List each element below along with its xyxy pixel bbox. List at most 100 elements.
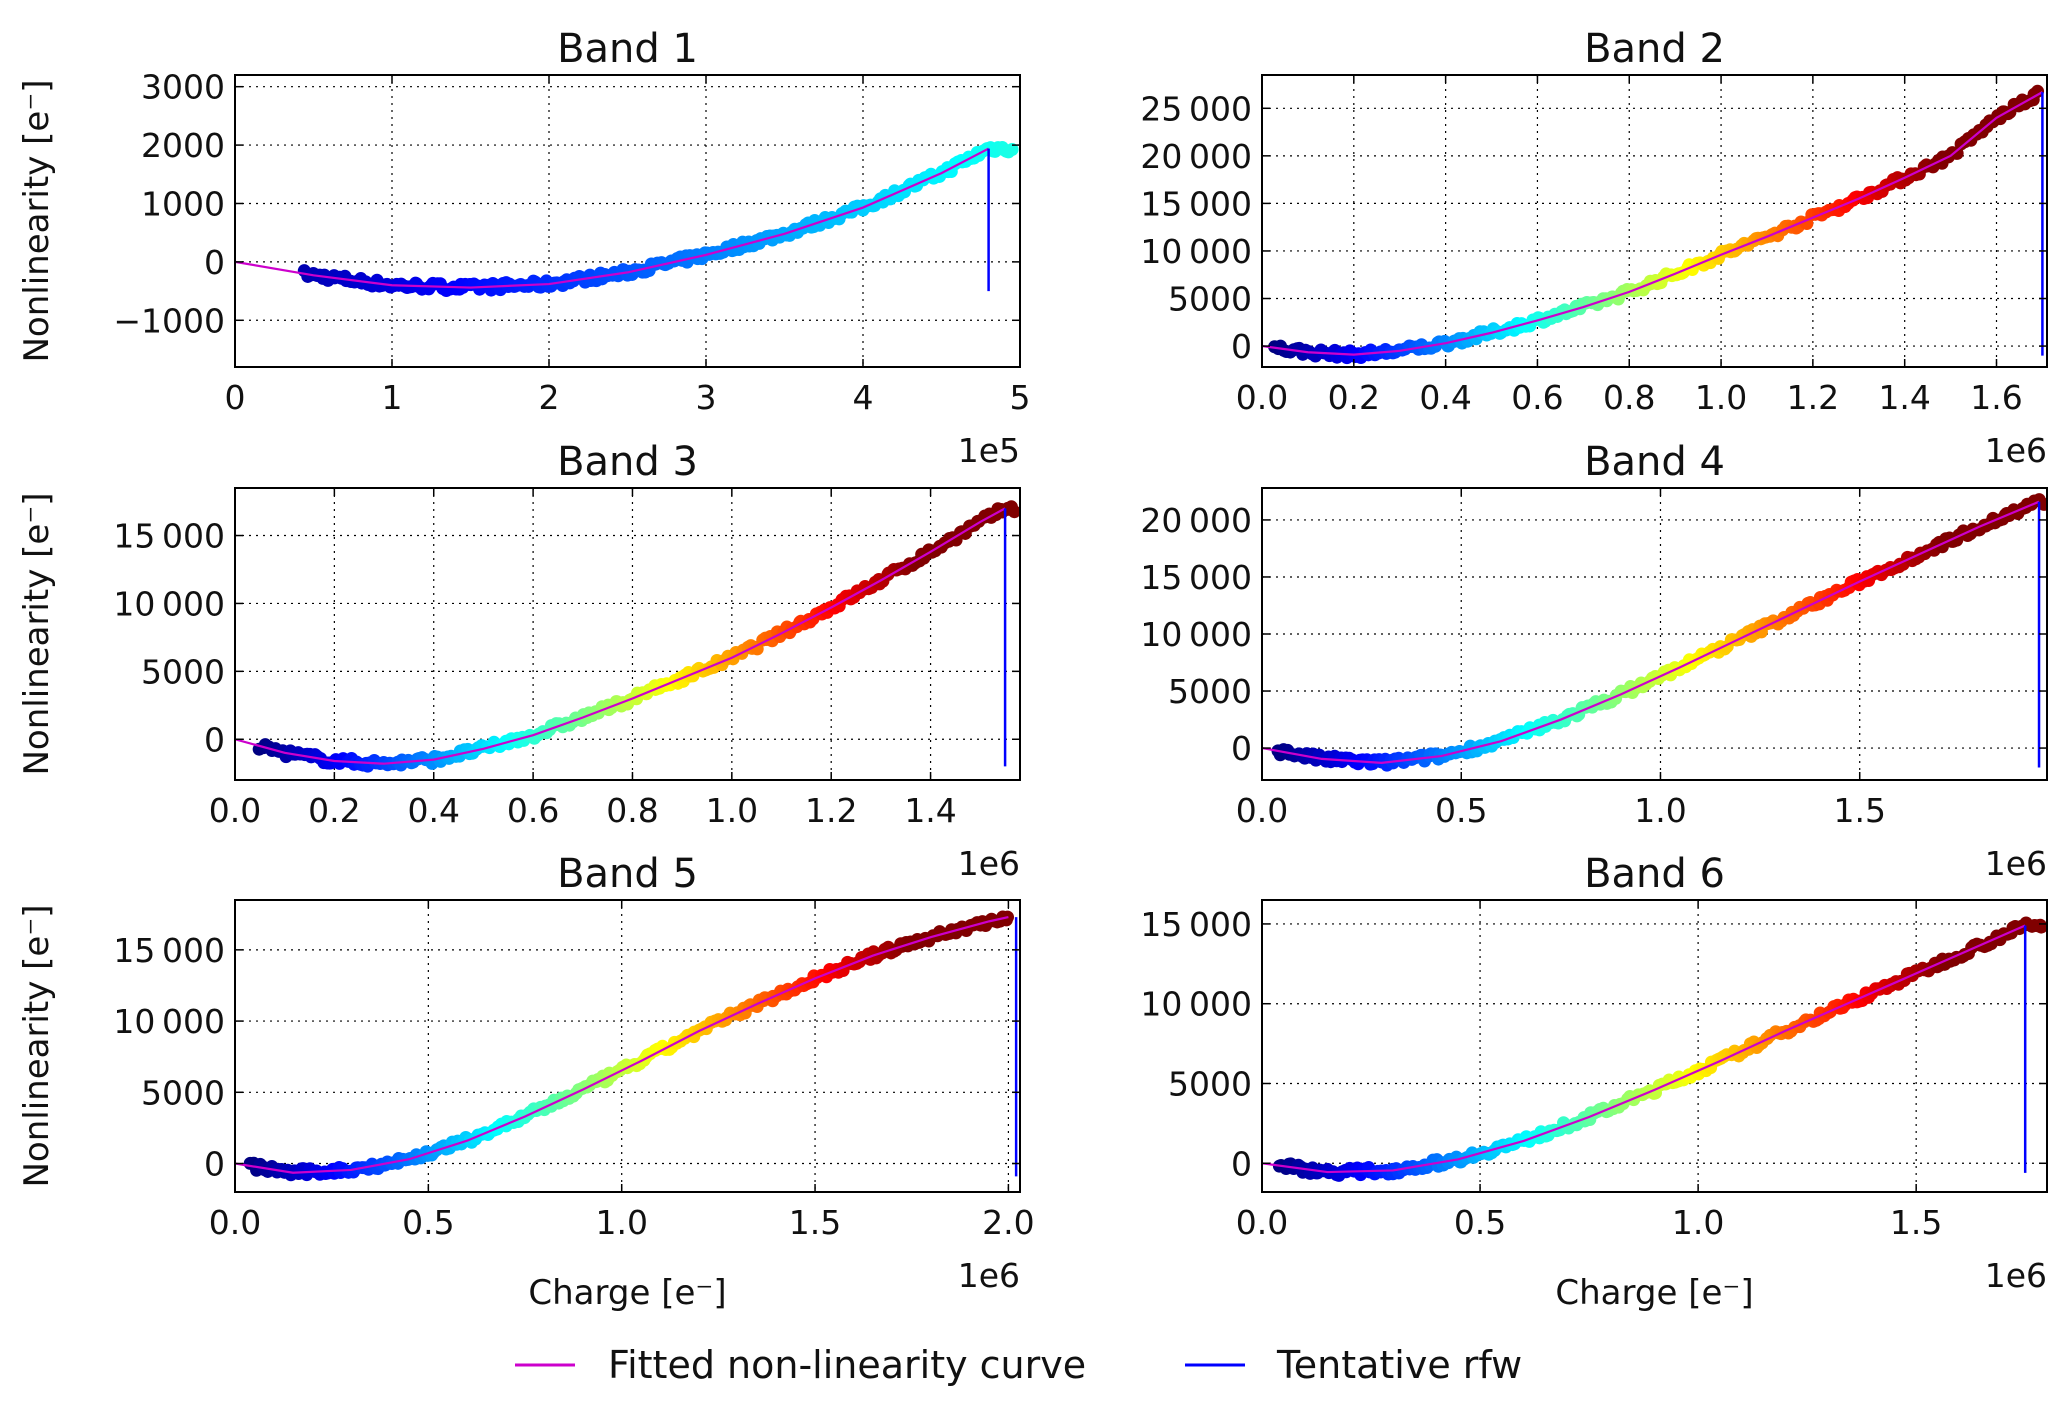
x-tick-label: 1.0 bbox=[1634, 791, 1686, 830]
y-tick-label: 10 000 bbox=[113, 584, 225, 623]
x-tick-label: 0.8 bbox=[606, 791, 658, 830]
legend-label-rfw: Tentative rfw bbox=[1276, 1343, 1522, 1387]
y-tick-label: 15 000 bbox=[113, 517, 225, 556]
scatter-series bbox=[297, 141, 1019, 297]
x-tick-label: 0.6 bbox=[1511, 378, 1563, 417]
y-tick-label: 1000 bbox=[141, 184, 225, 223]
scatter-series bbox=[243, 910, 1015, 1182]
x-tick-label: 0.5 bbox=[1435, 791, 1487, 830]
scatter-point bbox=[2031, 84, 2045, 98]
x-tick-label: 2.0 bbox=[982, 1203, 1034, 1242]
x-tick-label: 0.4 bbox=[1419, 378, 1471, 417]
y-tick-label: 0 bbox=[1231, 327, 1252, 366]
y-tick-label: 20 000 bbox=[1140, 501, 1252, 540]
y-axis-label: Nonlinearity [e⁻] bbox=[17, 904, 57, 1187]
y-axis-label: Nonlinearity [e⁻] bbox=[17, 79, 57, 362]
x-tick-label: 0.0 bbox=[1236, 1203, 1288, 1242]
panel-3: 0.0 0.2 0.4 0.6 0.8 1.0 1.2 1.4 0 5000 10 000 15 00… bbox=[17, 439, 1021, 883]
x-tick-label: 0.0 bbox=[209, 1203, 261, 1242]
y-tick-label: 5000 bbox=[1168, 1064, 1252, 1103]
y-tick-label: 15 000 bbox=[1140, 558, 1252, 597]
panel-2: 0.0 0.2 0.4 0.6 0.8 1.0 1.2 1.4 1.6 0 5000 10 000 15… bbox=[1140, 26, 2048, 470]
panel-title: Band 2 bbox=[1584, 26, 1725, 72]
panel-title: Band 6 bbox=[1584, 851, 1725, 897]
x-tick-label: 1.0 bbox=[1695, 378, 1747, 417]
x-exponent-label: 1e6 bbox=[958, 844, 1020, 883]
y-tick-label: 20 000 bbox=[1140, 137, 1252, 176]
x-axis-label: Charge [e⁻] bbox=[528, 1273, 726, 1313]
x-tick-label: 0.0 bbox=[209, 791, 261, 830]
x-tick-label: 1.2 bbox=[1787, 378, 1839, 417]
fitted-curve bbox=[235, 507, 1006, 765]
y-tick-label: 10 000 bbox=[113, 1002, 225, 1041]
x-tick-label: 0.4 bbox=[407, 791, 459, 830]
y-tick-label: 15 000 bbox=[113, 931, 225, 970]
panel-title: Band 3 bbox=[557, 439, 698, 485]
y-tick-label: 5000 bbox=[1168, 672, 1252, 711]
y-tick-label: 0 bbox=[204, 720, 225, 759]
legend-label-fitted-curve: Fitted non-linearity curve bbox=[608, 1343, 1086, 1387]
y-tick-label: 10 000 bbox=[1140, 985, 1252, 1024]
x-tick-label: 0.2 bbox=[308, 791, 360, 830]
y-tick-label: 0 bbox=[204, 1145, 225, 1184]
y-tick-label: 3000 bbox=[141, 68, 225, 107]
scatter-point bbox=[2034, 920, 2047, 934]
x-tick-label: 0.8 bbox=[1603, 378, 1655, 417]
panel-title: Band 4 bbox=[1584, 439, 1725, 485]
panel-4: 0.0 0.5 1.0 1.5 0 5000 10 000 15 000 20 000 Band … bbox=[1140, 439, 2048, 883]
x-exponent-label: 1e6 bbox=[1985, 431, 2047, 470]
fitted-curve bbox=[1262, 91, 2043, 356]
x-tick-label: 2 bbox=[539, 378, 560, 417]
y-tick-label: 0 bbox=[204, 243, 225, 282]
fitted-curve bbox=[235, 147, 990, 289]
x-tick-label: 1 bbox=[382, 378, 403, 417]
scatter-series bbox=[252, 500, 1020, 773]
x-tick-label: 1.5 bbox=[1833, 791, 1885, 830]
x-tick-label: 1.4 bbox=[1878, 378, 1930, 417]
x-tick-label: 1.4 bbox=[904, 791, 956, 830]
fitted-curve bbox=[1262, 500, 2040, 764]
x-tick-label: 4 bbox=[853, 378, 874, 417]
axes-frame bbox=[234, 74, 1021, 368]
scatter-series bbox=[1268, 84, 2045, 365]
x-tick-label: 0.6 bbox=[507, 791, 559, 830]
y-tick-label: 25 000 bbox=[1140, 89, 1252, 128]
y-tick-label: 0 bbox=[1231, 729, 1252, 768]
x-tick-label: 0.0 bbox=[1236, 378, 1288, 417]
panel-title: Band 5 bbox=[557, 851, 698, 897]
x-tick-label: 1.0 bbox=[706, 791, 758, 830]
x-tick-label: 1.5 bbox=[789, 1203, 841, 1242]
y-tick-label: 5000 bbox=[141, 652, 225, 691]
x-exponent-label: 1e6 bbox=[1985, 844, 2047, 883]
x-exponent-label: 1e6 bbox=[1985, 1256, 2047, 1295]
axes-frame bbox=[1261, 74, 2048, 368]
x-tick-label: 0 bbox=[225, 378, 246, 417]
scatter-point bbox=[1005, 142, 1019, 156]
x-tick-label: 0.5 bbox=[402, 1203, 454, 1242]
scatter-series bbox=[1271, 493, 2047, 772]
axes-frame bbox=[1261, 899, 2048, 1193]
y-tick-label: 2000 bbox=[141, 126, 225, 165]
x-tick-label: 1.0 bbox=[1672, 1203, 1724, 1242]
y-tick-label: 0 bbox=[1231, 1144, 1252, 1183]
y-tick-label: 15 000 bbox=[1140, 184, 1252, 223]
scatter-series bbox=[1272, 916, 2047, 1182]
y-tick-label: 10 000 bbox=[1140, 615, 1252, 654]
x-axis-label: Charge [e⁻] bbox=[1555, 1273, 1753, 1313]
legend: Fitted non-linearity curve Tentative rfw bbox=[515, 1343, 1522, 1387]
fitted-curve bbox=[1262, 924, 2026, 1174]
y-tick-label: 5000 bbox=[1168, 280, 1252, 319]
x-exponent-label: 1e6 bbox=[958, 1256, 1020, 1295]
panel-6: 0.0 0.5 1.0 1.5 0 5000 10 000 15 000 Band 6 1e6 Ch… bbox=[1140, 851, 2048, 1313]
panel-title: Band 1 bbox=[557, 26, 698, 72]
x-tick-label: 3 bbox=[696, 378, 717, 417]
y-axis-label: Nonlinearity [e⁻] bbox=[17, 492, 57, 775]
x-tick-label: 1.0 bbox=[595, 1203, 647, 1242]
y-tick-label: −1000 bbox=[113, 301, 225, 340]
x-tick-label: 0.0 bbox=[1236, 791, 1288, 830]
x-tick-label: 1.6 bbox=[1970, 378, 2022, 417]
scatter-point bbox=[1007, 505, 1020, 519]
